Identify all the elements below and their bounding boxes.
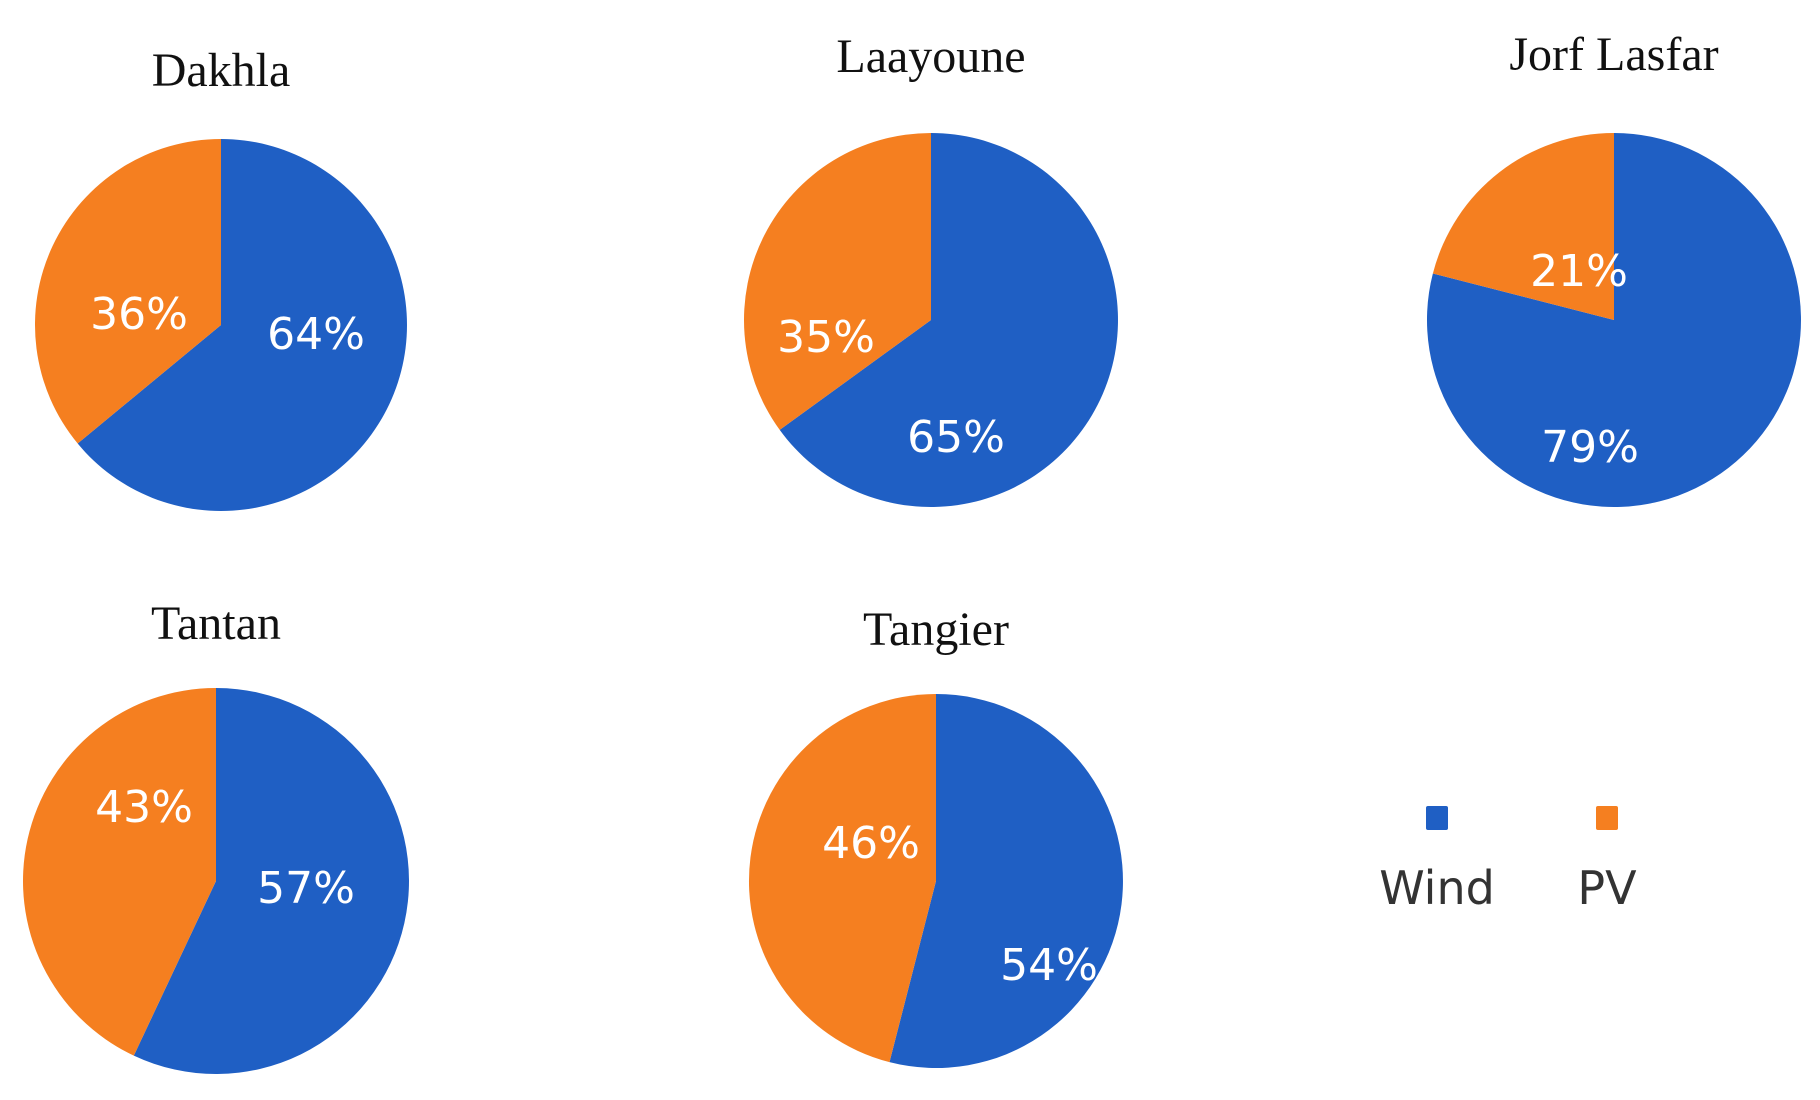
pie-charts-group: Dakhla 64% 36% Laayoune 65% 35% Jorf Lasfar 79%…: [22, 28, 1801, 1074]
pie-title-laayoune: Laayoune: [836, 30, 1025, 83]
pie-label-jorf-lasfar-pv: 21%: [1530, 246, 1628, 297]
pie-title-dakhla: Dakhla: [152, 44, 291, 97]
legend: Wind PV: [1379, 806, 1637, 915]
pie-slice-dakhla-wind: [77, 139, 407, 512]
pie-slice-laayoune-pv: [743, 132, 931, 430]
legend-label-wind: Wind: [1379, 861, 1495, 915]
pie-slice-tantan-wind: [133, 688, 409, 1074]
pie-laayoune: Laayoune 65% 35%: [743, 30, 1118, 508]
pie-dakhla: Dakhla 64% 36%: [34, 44, 407, 512]
pie-label-laayoune-pv: 35%: [777, 312, 875, 363]
pie-title-tantan: Tantan: [151, 597, 281, 650]
pie-label-tangier-wind: 54%: [1000, 940, 1098, 991]
legend-label-pv: PV: [1577, 861, 1637, 915]
pie-label-tangier-pv: 46%: [822, 818, 920, 869]
pie-title-tangier: Tangier: [863, 603, 1009, 656]
pie-slice-tantan-pv: [22, 688, 216, 1056]
pie-label-laayoune-wind: 65%: [907, 412, 1005, 463]
legend-swatch-wind: [1426, 806, 1448, 830]
pie-label-jorf-lasfar-wind: 79%: [1541, 422, 1639, 473]
pie-slice-tangier-pv: [748, 694, 936, 1063]
pie-slice-dakhla-pv: [34, 139, 221, 444]
pie-tangier: Tangier 54% 46%: [748, 603, 1123, 1068]
pie-slice-jorf-lasfar-pv: [1432, 133, 1614, 320]
pie-label-dakhla-pv: 36%: [90, 289, 188, 340]
pie-slice-jorf-lasfar-wind: [1426, 133, 1801, 508]
pie-slice-tangier-wind: [889, 694, 1123, 1068]
pie-jorf-lasfar: Jorf Lasfar 79% 21%: [1426, 28, 1801, 508]
pie-label-tantan-wind: 57%: [257, 863, 355, 914]
legend-swatch-pv: [1596, 806, 1618, 830]
pie-title-jorf-lasfar: Jorf Lasfar: [1509, 28, 1718, 81]
pie-label-tantan-pv: 43%: [95, 782, 193, 833]
pie-label-dakhla-wind: 64%: [267, 309, 365, 360]
pie-slice-laayoune-wind: [779, 133, 1118, 508]
pie-tantan: Tantan 57% 43%: [22, 597, 409, 1074]
